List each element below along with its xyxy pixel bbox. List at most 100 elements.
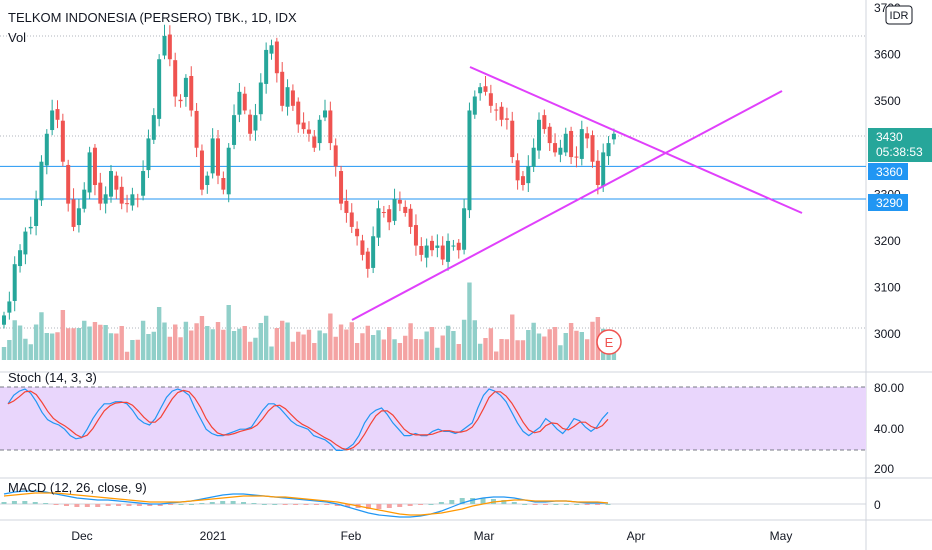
- candle-body: [472, 96, 477, 115]
- earnings-marker-circle[interactable]: [596, 329, 622, 355]
- symbol-title: TELKOM INDONESIA (PERSERO) TBK., 1D, IDX: [8, 10, 297, 25]
- volume-bar: [12, 320, 17, 360]
- candle-body: [376, 208, 381, 238]
- volume-bar: [247, 341, 253, 360]
- candle-body: [7, 301, 12, 313]
- macd-histogram-bar: [272, 504, 278, 505]
- volume-bar: [472, 320, 477, 360]
- candle-body: [440, 245, 445, 260]
- volume-bar: [103, 325, 108, 360]
- trendlines[interactable]: [351, 66, 803, 321]
- stoch-tick-80: 80.00: [874, 381, 904, 395]
- candle-body: [344, 200, 349, 213]
- volume-bar: [49, 333, 55, 360]
- candle-body: [558, 147, 563, 155]
- volume-bar: [424, 331, 429, 360]
- volume-bar: [167, 336, 173, 360]
- candle-body: [333, 145, 338, 167]
- volume-bar: [114, 333, 119, 360]
- volume-bar: [429, 327, 435, 360]
- volume-bar: [510, 314, 515, 360]
- horizontal-levels[interactable]: [0, 165, 866, 200]
- macd-histogram-bar: [1, 502, 7, 504]
- candle-body: [296, 101, 301, 125]
- volume-bar: [376, 330, 381, 360]
- volume-bar: [317, 330, 322, 360]
- candle-body: [210, 138, 215, 174]
- volume-bar: [354, 343, 360, 360]
- candle-body: [494, 109, 499, 111]
- candle-body: [430, 240, 434, 251]
- volume-bar: [151, 331, 156, 360]
- currency-badge[interactable]: IDR: [885, 5, 913, 25]
- level-badge-3290: 3290: [868, 194, 908, 211]
- candle-body: [301, 122, 306, 130]
- candle-body: [462, 208, 467, 250]
- volume-bar: [328, 313, 333, 360]
- descending-trendline[interactable]: [469, 66, 803, 214]
- macd-histogram-bar: [376, 504, 382, 509]
- time-axis-label: Mar: [474, 529, 495, 543]
- candle-body: [2, 315, 6, 325]
- stoch-tick-extra: 200: [874, 462, 894, 476]
- volume-bar: [194, 323, 199, 360]
- macd-histogram-bar: [168, 504, 174, 505]
- candle-body: [248, 114, 253, 134]
- candle-body: [50, 110, 55, 131]
- volume-bar: [451, 331, 456, 360]
- macd-histogram-bar: [84, 504, 90, 507]
- candle-body: [146, 138, 151, 171]
- candle-body: [392, 198, 397, 221]
- candle-body: [290, 90, 295, 106]
- volume-bar: [499, 339, 504, 360]
- volume-bar: [590, 321, 595, 360]
- macd-histogram-bar: [178, 504, 184, 505]
- volume-bar: [199, 316, 205, 360]
- volume-bar: [360, 333, 365, 360]
- candle-body: [103, 194, 108, 204]
- candle-body: [221, 178, 226, 190]
- volume-bar: [552, 327, 558, 360]
- candle-body: [585, 133, 590, 139]
- volume-bar: [526, 330, 531, 360]
- candle-body: [574, 156, 579, 158]
- candle-body: [537, 119, 541, 151]
- volume-bar: [301, 334, 306, 360]
- earnings-marker[interactable]: E: [596, 329, 622, 355]
- volume-bar: [124, 351, 130, 360]
- time-axis[interactable]: Dec 2021 Feb Mar Apr May: [71, 529, 792, 543]
- volume-bar: [87, 326, 92, 360]
- volume-bar: [579, 332, 584, 360]
- candles: [2, 24, 616, 329]
- candle-body: [23, 231, 28, 255]
- volume-bar: [39, 312, 44, 360]
- stoch-label[interactable]: Stoch (14, 3, 3): [8, 370, 97, 385]
- macd-histogram-bar: [543, 504, 549, 505]
- volume-bar: [130, 340, 135, 360]
- stochastic-lines: [7, 388, 609, 451]
- macd-histogram-bar: [126, 504, 132, 506]
- macd-histogram-bar: [459, 498, 465, 504]
- stoch-d-line: [7, 389, 609, 451]
- volume-bar: [189, 330, 194, 360]
- currency-badge-box[interactable]: [885, 5, 913, 25]
- candle-body: [269, 45, 274, 54]
- level-badge-3360: 3360: [868, 163, 908, 180]
- macd-histogram-bar: [282, 504, 288, 505]
- candle-body: [34, 198, 39, 226]
- candle-body: [92, 147, 97, 185]
- macd-label[interactable]: MACD (12, 26, close, 9): [8, 480, 147, 495]
- time-axis-label: 2021: [200, 529, 227, 543]
- ascending-trendline[interactable]: [351, 90, 783, 321]
- volume-bar: [108, 333, 114, 360]
- macd-histogram-bar: [605, 504, 611, 505]
- currency-label: IDR: [890, 10, 909, 22]
- macd-histogram-bar: [241, 502, 247, 504]
- macd-histogram-bar: [261, 504, 267, 505]
- stoch-band-fill: [0, 387, 866, 450]
- candle-body: [285, 87, 290, 107]
- volume-bar: [488, 328, 494, 360]
- volume-bar: [467, 282, 472, 360]
